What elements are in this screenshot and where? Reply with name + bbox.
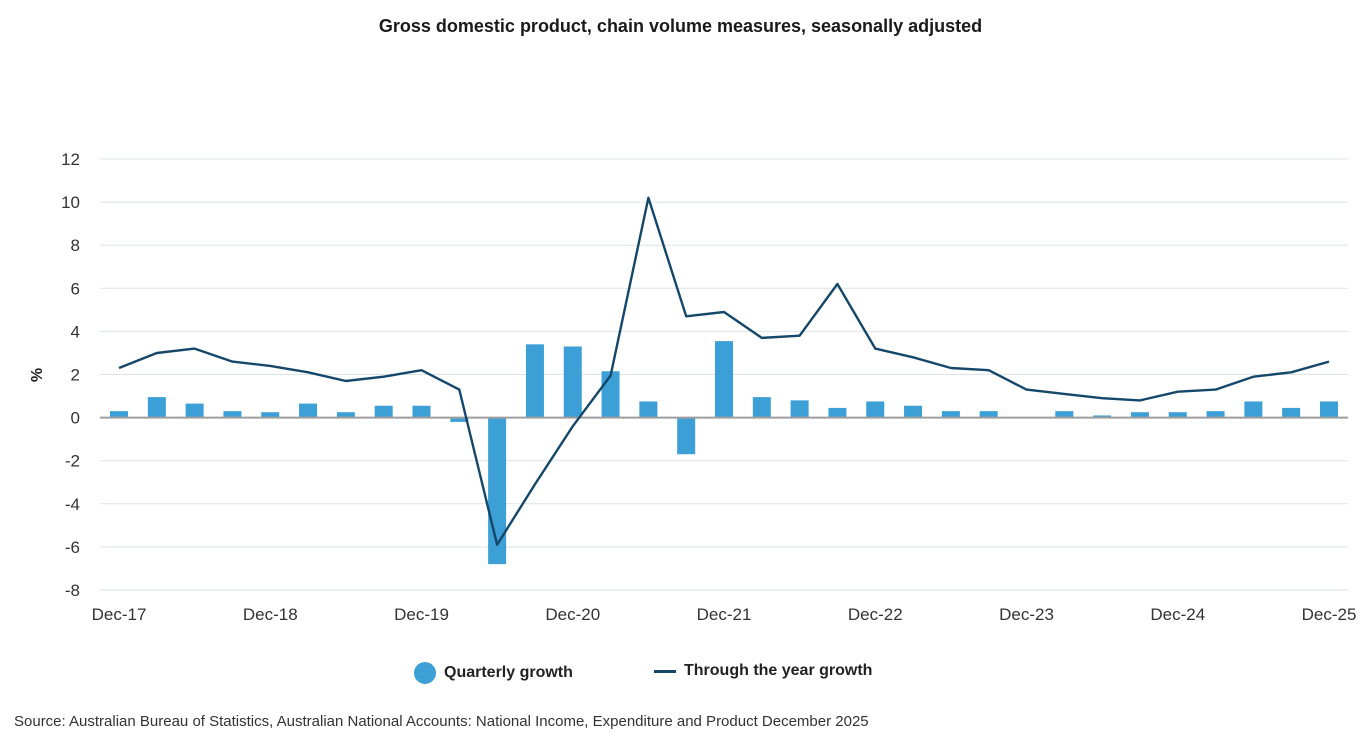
bar — [299, 403, 318, 418]
x-tick-label: Dec-20 — [545, 605, 600, 624]
x-tick-label: Dec-24 — [1150, 605, 1205, 624]
x-tick-label: Dec-19 — [394, 605, 449, 624]
bar — [601, 371, 620, 418]
bar — [941, 411, 960, 418]
bar — [1055, 411, 1074, 418]
bar — [866, 401, 885, 418]
bar — [1168, 412, 1187, 418]
y-tick-label: 12 — [61, 150, 80, 169]
bar — [1093, 415, 1112, 418]
bar — [677, 417, 696, 455]
y-tick-label: 8 — [71, 236, 80, 255]
y-tick-label: 6 — [71, 279, 80, 298]
gridlines — [100, 158, 1348, 591]
bar — [147, 397, 166, 418]
x-tick-label: Dec-25 — [1302, 605, 1357, 624]
bar — [828, 407, 847, 418]
bar — [1130, 412, 1149, 418]
bar — [336, 412, 355, 418]
legend-label-through-year: Through the year growth — [684, 662, 873, 679]
y-tick-label: 10 — [61, 193, 80, 212]
y-tick-label: -2 — [65, 452, 80, 471]
x-tick-label: Dec-21 — [697, 605, 752, 624]
legend-item-quarterly: Quarterly growth — [414, 662, 573, 684]
bar — [261, 412, 280, 418]
y-tick-label: 4 — [71, 322, 80, 341]
legend-label-quarterly: Quarterly growth — [444, 664, 573, 681]
y-tick-label: 0 — [71, 409, 80, 428]
legend: Quarterly growth Through the year growth — [0, 662, 1361, 688]
source-note: Source: Australian Bureau of Statistics,… — [14, 713, 869, 730]
y-tick-label: -4 — [65, 495, 80, 514]
bar — [1206, 411, 1225, 418]
bar — [904, 405, 923, 418]
bar — [752, 397, 771, 418]
x-tick-label: Dec-17 — [92, 605, 147, 624]
bar — [563, 346, 582, 418]
x-tick-label: Dec-18 — [243, 605, 298, 624]
y-tick-label: -6 — [65, 538, 80, 557]
bar — [790, 400, 809, 418]
line-series — [118, 196, 1330, 546]
bar — [1320, 401, 1338, 418]
y-axis-label: % — [29, 368, 46, 382]
legend-item-through-year: Through the year growth — [654, 662, 872, 680]
through-year-line — [118, 196, 1330, 546]
bar — [185, 403, 204, 418]
x-axis-ticks: Dec-17 Dec-18 Dec-19 Dec-20 Dec-21 Dec-22 Dec-… — [92, 605, 1357, 624]
bar — [374, 405, 393, 418]
bar — [110, 411, 128, 418]
bar — [525, 344, 544, 418]
bar — [223, 411, 242, 418]
legend-line-swatch — [654, 669, 676, 673]
bar — [450, 417, 469, 422]
y-tick-label: -8 — [65, 581, 80, 600]
bar — [412, 405, 431, 418]
y-axis-ticks: 12 10 8 6 4 2 0 -2 -4 -6 -8 — [61, 150, 80, 600]
y-tick-label: 2 — [71, 366, 80, 385]
chart-title: Gross domestic product, chain volume mea… — [378, 16, 983, 36]
bar — [979, 411, 998, 418]
bar — [639, 401, 658, 418]
bar — [1282, 407, 1301, 418]
bar — [715, 341, 733, 418]
legend-bar-swatch — [414, 662, 436, 684]
bar — [1244, 401, 1263, 418]
x-tick-label: Dec-23 — [999, 605, 1054, 624]
x-tick-label: Dec-22 — [848, 605, 903, 624]
